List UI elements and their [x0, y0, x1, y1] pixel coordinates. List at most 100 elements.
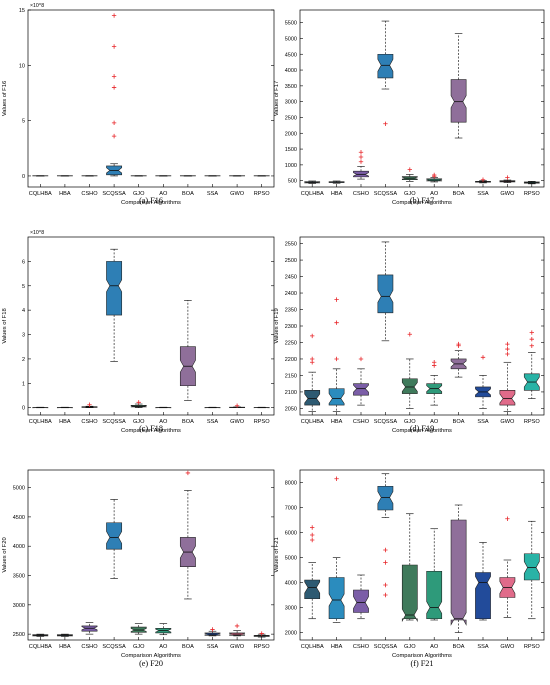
outlier-marker: [136, 400, 141, 405]
x-axis-label: Comparison Algorithms: [121, 200, 181, 206]
outlier-marker: [210, 627, 215, 632]
x-tick-label: RPSO: [524, 419, 541, 425]
x-tick-label: SCQSSA: [102, 644, 126, 650]
x-tick-label: GWO: [500, 644, 515, 650]
panel-1: 0 5 10 15 ×10^8 Values of F16 Comparison Algor…: [2, 3, 275, 206]
box-hba: [328, 577, 345, 620]
y-tick-label: 10: [19, 63, 25, 69]
outlier-marker: [529, 336, 534, 342]
y-tick-label: 3: [22, 333, 25, 339]
y-tick-label: 2500: [285, 258, 297, 264]
x-tick-label: CSHO: [353, 644, 370, 650]
x-tick-label: BOA: [182, 644, 194, 650]
panel-caption: (a) F16: [139, 196, 163, 205]
y-tick-label: 2500: [285, 115, 297, 121]
outlier-marker: [358, 154, 364, 160]
y-tick-label: 4500: [13, 515, 25, 521]
x-tick-label: AO: [430, 419, 439, 425]
box-scqssa: [106, 522, 123, 550]
x-tick-label: SCQSSA: [374, 419, 398, 425]
y-tick-label: 5000: [285, 556, 297, 562]
x-tick-label: AO: [159, 644, 168, 650]
panel-4: 2050 2100 2150 2200 2250 2300 2350 2400 2450 2500…: [274, 236, 545, 434]
box-gjo: [401, 564, 418, 623]
outlier-marker: [383, 592, 388, 598]
y-axis-label: Values of F20: [2, 537, 8, 572]
x-tick-label: BOA: [182, 191, 194, 197]
x-tick-label: SCQSSA: [374, 191, 398, 197]
outlier-marker: [310, 525, 315, 530]
outlier-marker: [234, 623, 240, 629]
box-rpso: [523, 553, 540, 581]
outlier-marker: [480, 177, 486, 182]
x-tick-label: BOA: [182, 419, 194, 425]
x-tick-label: CSHO: [353, 191, 370, 197]
x-tick-label: CSHO: [81, 191, 98, 197]
x-tick-label: HBA: [59, 419, 71, 425]
outlier-marker: [185, 470, 191, 476]
x-axis-label: Comparison Algorithms: [392, 428, 452, 434]
box-cqlhba: [304, 579, 321, 600]
y-axis-label: Values of F17: [274, 81, 280, 116]
outlier-marker: [383, 560, 388, 565]
x-tick-label: SCQSSA: [102, 191, 126, 197]
x-tick-label: GWO: [230, 191, 245, 197]
plot-frame: [27, 469, 275, 641]
x-tick-label: RPSO: [254, 419, 271, 425]
x-tick-label: AO: [159, 419, 168, 425]
x-tick-label: RPSO: [524, 644, 541, 650]
y-tick-label: 4: [22, 308, 25, 314]
outlier-marker: [383, 582, 388, 588]
outlier-marker: [111, 13, 117, 18]
x-tick-label: GJO: [404, 419, 416, 425]
box-scqssa: [377, 274, 394, 314]
outlier-marker: [505, 341, 510, 347]
outlier-marker: [234, 403, 240, 408]
y-tick-label: 15: [19, 8, 25, 14]
x-tick-label: GWO: [500, 191, 515, 197]
y-tick-label: 2550: [285, 242, 297, 248]
y-tick-label: 0: [22, 406, 25, 412]
outlier-marker: [529, 343, 534, 348]
x-tick-label: GJO: [404, 644, 416, 650]
x-tick-label: BOA: [453, 644, 465, 650]
y-tick-label: 2100: [285, 390, 297, 396]
outlier-marker: [111, 44, 117, 49]
outlier-marker: [407, 332, 412, 337]
x-tick-label: GWO: [500, 419, 515, 425]
x-tick-label: SSA: [207, 644, 218, 650]
y-tick-label: 2: [22, 357, 25, 363]
x-tick-label: GJO: [133, 419, 145, 425]
outlier-marker: [310, 360, 315, 365]
y-tick-label: 2300: [285, 324, 297, 330]
x-tick-label: SSA: [207, 419, 218, 425]
box-cqlhba: [304, 389, 321, 406]
y-tick-label: 2000: [285, 631, 297, 637]
outlier-marker: [505, 351, 510, 357]
x-tick-label: CSHO: [81, 644, 98, 650]
x-tick-label: HBA: [59, 191, 71, 197]
outlier-marker: [407, 167, 412, 172]
y-tick-label: 5: [22, 119, 25, 125]
box-ssa: [475, 572, 491, 620]
outlier-marker: [358, 159, 364, 164]
x-axis-label: Comparison Algorithms: [392, 200, 452, 206]
panel-6: 2000 3000 4000 5000 6000 7000 8000 Values of F2…: [274, 469, 545, 668]
y-tick-label: 2350: [285, 308, 297, 314]
panel-caption: (f) F21: [411, 659, 434, 668]
outlier-marker: [310, 532, 315, 538]
plot-frame: [27, 236, 275, 416]
outlier-marker: [456, 343, 461, 348]
y-tick-label: 5000: [285, 36, 297, 42]
x-tick-label: CQLHBA: [301, 419, 324, 425]
outlier-marker: [334, 476, 339, 481]
x-tick-label: SSA: [477, 191, 488, 197]
outlier-marker: [310, 333, 315, 339]
y-tick-label: 4000: [285, 68, 297, 74]
y-tick-label: 7000: [285, 506, 297, 512]
outlier-marker: [334, 297, 339, 302]
y-tick-label: 1000: [285, 163, 297, 169]
outlier-marker: [111, 85, 117, 90]
x-axis-label: Comparison Algorithms: [392, 653, 452, 659]
